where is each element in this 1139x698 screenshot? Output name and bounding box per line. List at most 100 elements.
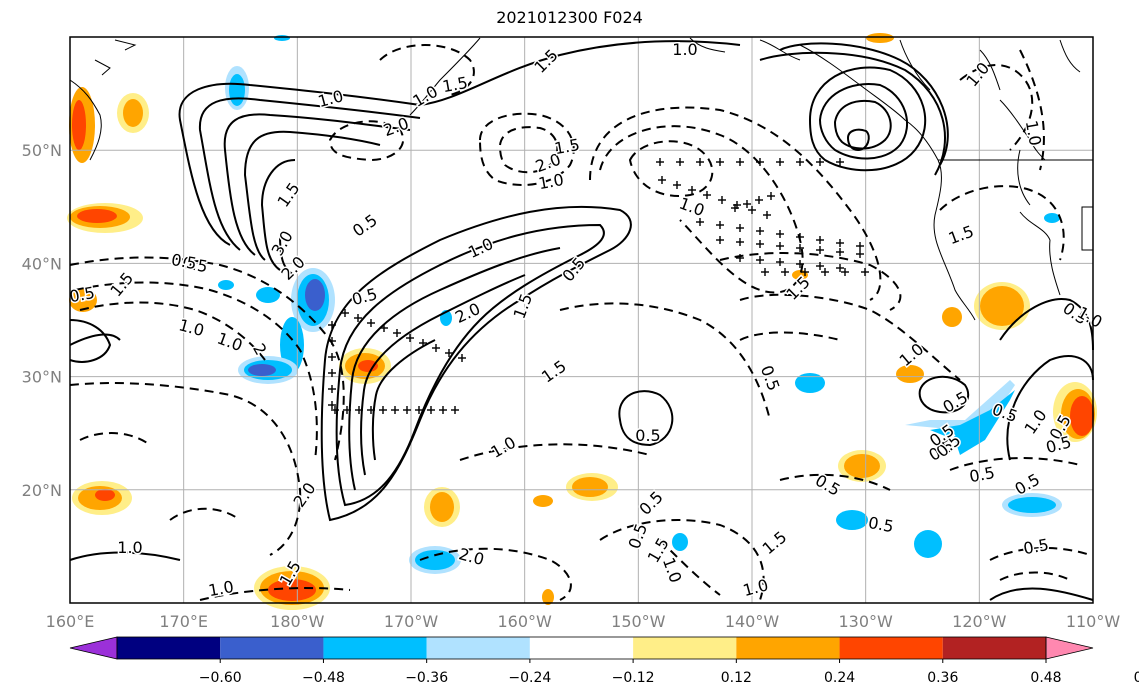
stipple-mark [716,158,724,166]
stipple-mark [380,324,388,332]
stipple-mark [696,158,704,166]
colorbar-segment [942,637,1046,659]
lon-tick-label: 110°W [1066,612,1121,631]
stipple-mark [331,406,339,414]
map-frame [69,36,1094,604]
stipple-mark [403,406,411,414]
contour-label: 1.0 [537,170,565,193]
colorbar-tick-label: 0.24 [824,670,855,686]
warm-patch [866,33,894,43]
stipple-mark [776,258,784,266]
warm-patch [268,579,316,601]
contour-label: 0.5 [68,283,96,306]
warm-patch [980,286,1024,326]
stipple-mark [776,158,784,166]
contour-label: 1.0 [659,555,686,585]
contour-label: 0.5 [1022,535,1050,558]
stipple-mark [816,158,824,166]
stipple-mark [736,158,744,166]
cool-patch [905,380,1015,430]
stipple-mark [343,406,351,414]
contour-label: 1.0 [962,59,993,91]
contour-label: 1.0 [316,86,346,111]
graticule [70,37,1093,603]
warm-patch [72,100,86,150]
warm-patch [69,288,97,312]
stipple-mark [451,406,459,414]
stipple-mark [718,196,726,204]
latitude-tick-labels: 50°N 40°N 30°N 20°N [22,141,62,500]
stipple-mark [816,236,824,244]
stipple-mark [445,349,453,357]
lat-tick-label: 20°N [22,481,62,500]
stipple-mark [796,233,804,241]
contour-label: 1.0 [487,433,519,462]
stipple-mark [756,256,764,264]
stipple-mark [841,268,849,276]
cool-patch [930,390,1015,455]
lon-tick-label: 140°W [725,612,780,631]
colorbar-outline [116,636,1047,660]
colorbar-segment [529,637,634,659]
stipple-mark [458,354,466,362]
contour-label: 1.5 [530,45,561,76]
cool-patch [672,533,688,551]
stipple-mark [781,268,789,276]
stipple-mark [673,181,681,189]
stipple-mark [767,192,775,200]
cool-patch [218,280,234,290]
contour-label: 0.5 [625,521,652,551]
stipple-mark [393,329,401,337]
contour-label: 0.5 [757,363,784,393]
stipple-mark [439,406,447,414]
significance-stipple [328,158,869,414]
lat-tick-label: 50°N [22,141,62,160]
contour-label: 1.5 [510,291,537,321]
colorbar-segment [220,637,324,659]
lon-tick-label: 170°E [159,612,208,631]
stipple-mark [763,211,771,219]
stipple-mark [755,196,763,204]
lon-tick-label: 160°E [46,612,95,631]
contour-label: 0.5 [635,426,660,445]
stipple-mark [419,339,427,347]
stipple-mark [406,334,414,342]
warm-patch [95,489,115,501]
stipple-mark [856,250,864,258]
cool-patch [836,510,868,530]
contour-label: 0.5 [635,487,666,518]
stipple-mark [861,268,869,276]
stipple-mark [796,260,804,268]
warm-patch [1070,396,1094,436]
stipple-mark [656,158,664,166]
contour-label: 1.5 [946,222,976,249]
contour-label: 2 [249,340,271,358]
stipple-mark [776,230,784,238]
contour-label: 1.0 [117,538,142,557]
warm-patch [533,495,553,507]
stipple-mark [821,268,829,276]
stipple-mark [801,268,809,276]
contour-label: 0.5 [170,250,198,273]
cool-patch [1008,497,1056,513]
contour-label: 1.0 [741,575,771,600]
stipple-mark [367,319,375,327]
colorbar-tick-label: −0.48 [302,670,345,686]
contour-label: 2.0 [381,114,411,141]
cool-patch [229,74,245,106]
contour-label: 0.5 [349,210,381,240]
stipple-mark [796,244,804,252]
stipple-mark [703,191,711,199]
shading-layer [67,33,1097,610]
contour-lines [69,40,1094,601]
colorbar-tick-labels: −0.60 −0.48 −0.36 −0.24 −0.12 0.12 0.24 0.36 0.4… [199,659,1139,686]
stipple-mark [736,224,744,232]
stipple-mark [658,176,666,184]
stipple-mark [796,158,804,166]
coastline-layer [69,37,1093,321]
stipple-mark [761,268,769,276]
contour-label: 1.5 [782,272,813,303]
colorbar-tick-label: 0.12 [721,670,752,686]
warm-patch [358,360,378,372]
